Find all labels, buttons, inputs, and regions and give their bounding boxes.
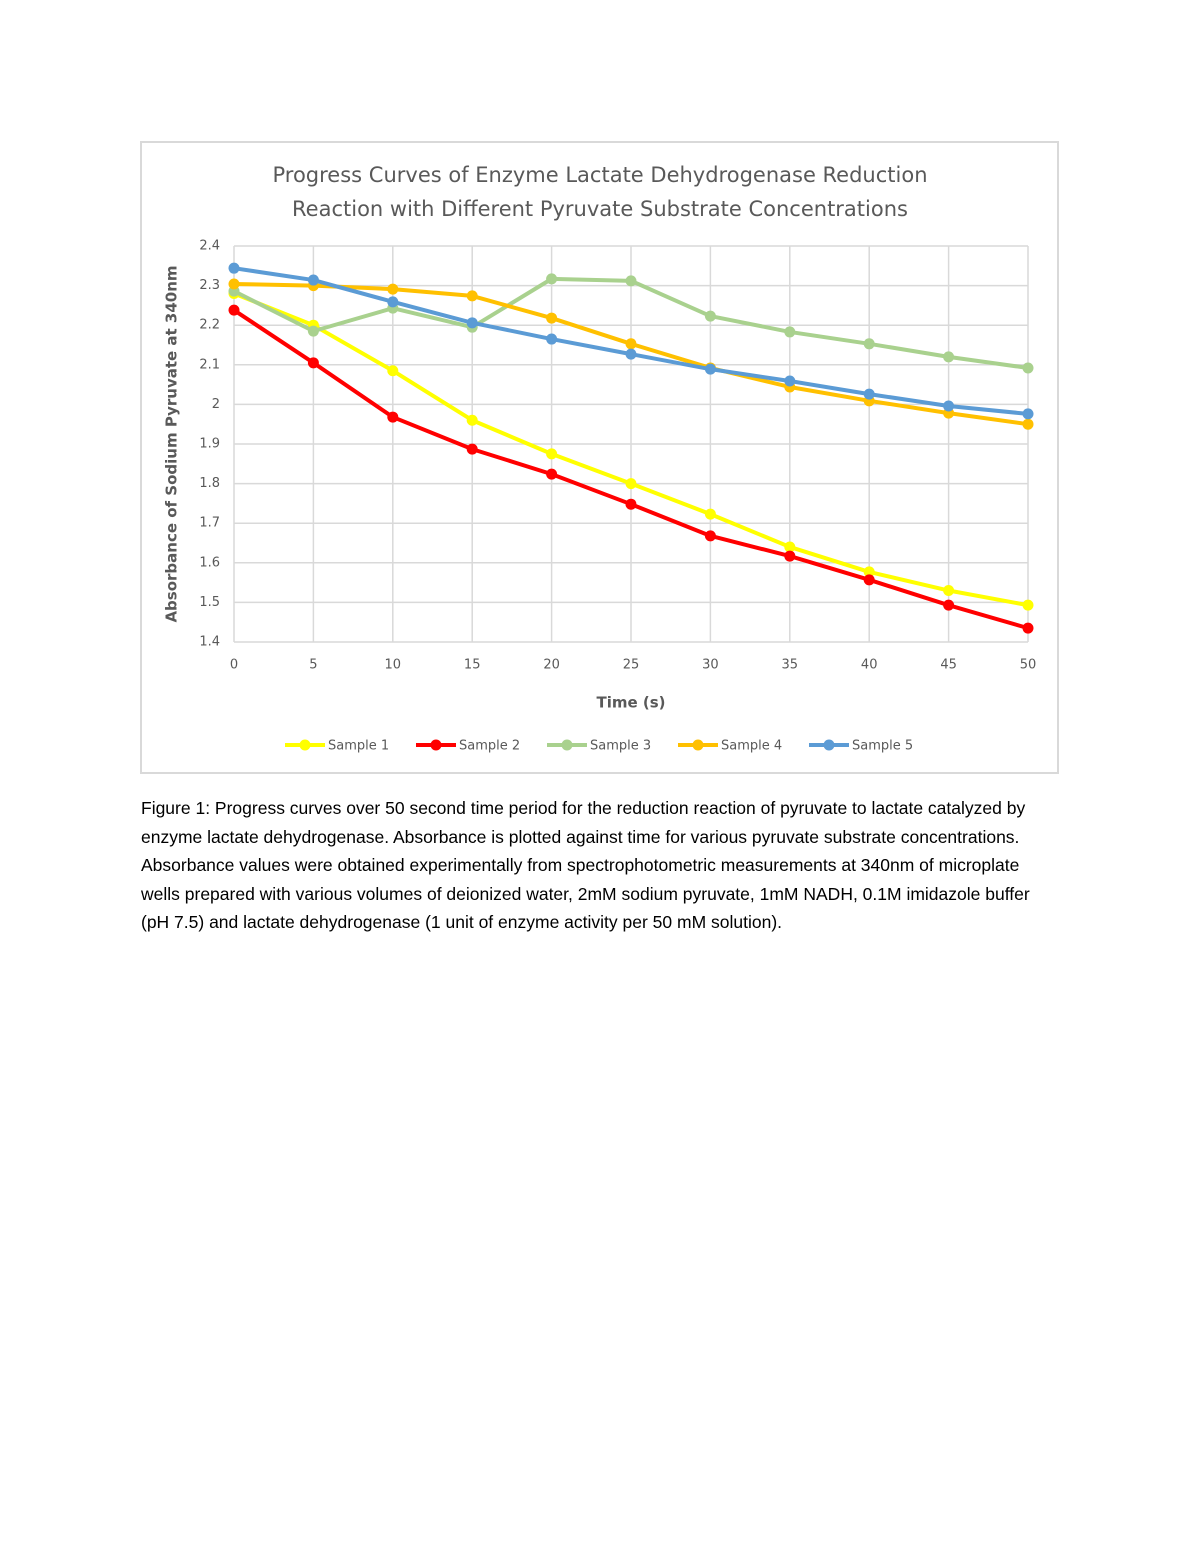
legend-label: Sample 4: [721, 739, 782, 754]
data-point: [387, 411, 399, 423]
x-tick-label: 15: [464, 658, 481, 673]
data-point: [704, 530, 716, 542]
y-tick-label: 1.6: [199, 555, 220, 570]
data-point: [466, 317, 478, 329]
data-point: [863, 338, 875, 350]
legend-label: Sample 2: [459, 739, 520, 754]
legend-marker: [299, 739, 311, 751]
data-point: [784, 375, 796, 387]
x-tick-label: 35: [782, 658, 799, 673]
x-tick-label: 20: [543, 658, 560, 673]
chart: Time (s) Absorbance of Sodium Pyruvate a…: [140, 141, 1059, 774]
y-axis-label: Absorbance of Sodium Pyruvate at 340nm: [163, 265, 181, 622]
data-point: [1022, 622, 1034, 634]
data-point: [228, 304, 240, 316]
data-point: [228, 278, 240, 290]
data-point: [387, 296, 399, 308]
data-point: [943, 599, 955, 611]
x-tick-label: 45: [940, 658, 957, 673]
data-point: [1022, 599, 1034, 611]
x-tick-label: 30: [702, 658, 719, 673]
data-point: [466, 414, 478, 426]
data-point: [466, 443, 478, 455]
legend-label: Sample 3: [590, 739, 651, 754]
legend-label: Sample 1: [328, 739, 389, 754]
chart-title: Progress Curves of Enzyme Lactate Dehydr…: [272, 163, 928, 221]
data-point: [307, 325, 319, 337]
data-point: [863, 388, 875, 400]
x-axis-label: Time (s): [596, 694, 665, 712]
y-tick-label: 1.7: [199, 516, 220, 531]
data-point: [625, 338, 637, 350]
y-tick-label: 2.3: [199, 278, 220, 293]
data-point: [943, 400, 955, 412]
data-point: [784, 541, 796, 553]
data-point: [625, 478, 637, 490]
x-tick-label: 5: [309, 658, 317, 673]
data-point: [546, 312, 558, 324]
data-point: [704, 310, 716, 322]
data-point: [943, 351, 955, 363]
y-tick-label: 2.2: [199, 318, 220, 333]
data-point: [387, 365, 399, 377]
data-point: [546, 333, 558, 345]
data-point: [625, 498, 637, 510]
data-point: [863, 566, 875, 578]
legend-label: Sample 5: [852, 739, 913, 754]
data-point: [863, 574, 875, 586]
data-point: [784, 326, 796, 338]
legend-marker: [561, 739, 573, 751]
data-point: [228, 262, 240, 274]
y-tick-label: 1.8: [199, 476, 220, 491]
y-tick-label: 1.4: [199, 635, 220, 650]
x-tick-label: 50: [1020, 658, 1037, 673]
data-point: [546, 468, 558, 480]
data-point: [387, 283, 399, 295]
figure-caption: Figure 1: Progress curves over 50 second…: [141, 798, 1030, 933]
y-tick-label: 1.5: [199, 595, 220, 610]
data-point: [704, 363, 716, 375]
y-tick-label: 1.9: [199, 437, 220, 452]
y-tick-label: 2: [212, 397, 220, 412]
data-point: [307, 357, 319, 369]
x-tick-label: 40: [861, 658, 878, 673]
x-tick-label: 10: [385, 658, 402, 673]
data-point: [466, 290, 478, 302]
chart-frame: [140, 141, 1059, 774]
x-tick-label: 25: [623, 658, 640, 673]
legend-marker: [692, 739, 704, 751]
data-point: [704, 508, 716, 520]
legend-marker: [430, 739, 442, 751]
legend-marker: [823, 739, 835, 751]
data-point: [625, 275, 637, 287]
x-tick-label: 0: [230, 658, 238, 673]
data-point: [1022, 362, 1034, 374]
data-point: [943, 585, 955, 597]
data-point: [1022, 408, 1034, 420]
y-tick-label: 2.4: [199, 239, 220, 254]
y-tick-label: 2.1: [199, 357, 220, 372]
data-point: [1022, 418, 1034, 430]
data-point: [546, 273, 558, 285]
data-point: [307, 274, 319, 286]
data-point: [784, 550, 796, 562]
data-point: [625, 348, 637, 360]
data-point: [546, 448, 558, 460]
